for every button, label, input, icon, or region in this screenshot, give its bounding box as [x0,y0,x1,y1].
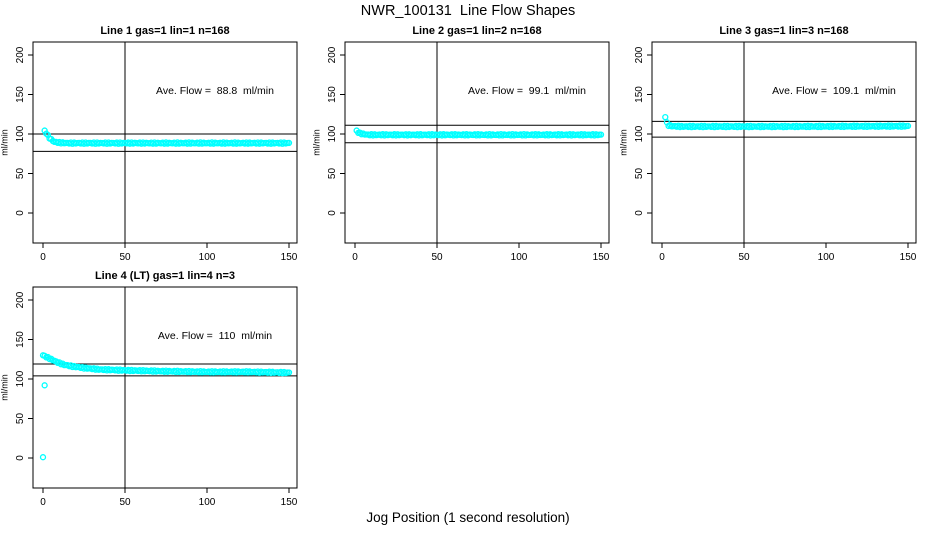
x-tick-label: 50 [119,497,131,508]
panel4-title: Line 4 (LT) gas=1 lin=4 n=3 [94,270,236,282]
panel3-title: Line 3 gas=1 lin=3 n=168 [719,25,849,37]
panel3-ave-flow-annotation: Ave. Flow = 109.1 ml/min [772,85,896,97]
y-tick-label: 150 [634,86,645,103]
y-tick-label: 150 [15,331,26,348]
panel4-ave-flow-annotation: Ave. Flow = 110 ml/min [157,330,273,342]
x-tick-label: 0 [352,252,358,263]
flow-data-marker [41,127,48,134]
x-tick-label: 50 [431,252,443,263]
x-tick-label: 0 [40,252,46,263]
x-tick-label: 100 [199,252,216,263]
y-tick-label: 100 [327,125,338,142]
y-tick-label: 100 [15,125,26,142]
x-tick-label: 150 [281,252,298,263]
x-tick-label: 50 [738,252,750,263]
x-tick-label: 0 [40,497,46,508]
panel1-title: Line 1 gas=1 lin=1 n=168 [100,25,230,37]
y-tick-label: 50 [15,168,26,180]
flow-data-marker [285,369,293,376]
flow-data-marker [285,139,293,147]
y-tick-label: 50 [327,168,338,180]
page-title: NWR_100131 Line Flow Shapes [360,3,576,19]
panel2-title: Line 2 gas=1 lin=2 n=168 [412,25,542,37]
y-tick-label: 200 [327,46,338,63]
y-tick-label: 200 [634,46,645,63]
y-tick-label: 0 [15,210,26,216]
plot-box [32,41,298,244]
x-axis-label: Jog Position (1 second resolution) [366,510,570,525]
panel2-y-axis-label: ml/min [311,129,322,156]
y-tick-label: 200 [15,291,26,308]
flow-data-marker [662,113,669,121]
y-tick-label: 0 [327,210,338,216]
panel-2-plot: 0 50 100 150 0 50 100 150 200 [327,41,610,263]
flow-data-marker [597,131,605,138]
panel-4-plot: 0 50 100 150 0 50 100 150 200 [15,286,298,508]
panel-3-plot: 0 50 100 150 0 50 100 150 200 [634,41,917,263]
x-tick-label: 100 [818,252,835,263]
flow-data-marker [904,122,912,130]
y-tick-label: 200 [15,46,26,63]
x-tick-label: 150 [593,252,610,263]
plot-box [651,41,917,244]
y-tick-label: 50 [15,413,26,425]
x-tick-label: 50 [119,252,131,263]
panel1-ave-flow-annotation: Ave. Flow = 88.8 ml/min [156,85,274,97]
panel3-y-axis-label: ml/min [618,129,629,156]
y-tick-label: 0 [634,210,645,216]
x-tick-label: 0 [659,252,665,263]
panel2-ave-flow-annotation: Ave. Flow = 99.1 ml/min [468,85,586,97]
x-tick-label: 100 [199,497,216,508]
flow-outlier-marker [39,454,47,461]
panel4-y-axis-label: ml/min [0,374,10,401]
y-tick-label: 150 [327,86,338,103]
plot-box [32,286,298,489]
y-tick-label: 0 [15,455,26,461]
panel-1-plot: 0 50 100 150 0 50 100 150 200 [15,41,298,263]
y-tick-label: 100 [634,125,645,142]
flow-data-marker [41,352,48,359]
y-tick-label: 150 [15,86,26,103]
x-tick-label: 100 [511,252,528,263]
y-tick-label: 50 [634,168,645,180]
x-tick-label: 150 [281,497,298,508]
panel1-y-axis-label: ml/min [0,129,10,156]
flow-outlier-marker [41,382,48,389]
y-tick-label: 100 [15,370,26,387]
x-tick-label: 150 [900,252,917,263]
flow-data-marker [52,358,60,365]
